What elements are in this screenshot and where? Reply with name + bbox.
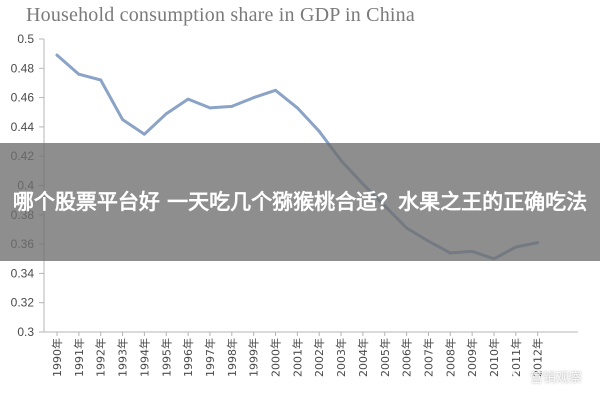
data-point xyxy=(274,88,277,92)
y-tick-label: 0.3 xyxy=(17,325,34,339)
y-tick-label: 0.48 xyxy=(11,61,35,75)
x-tick-label: 2005年 xyxy=(378,338,392,377)
y-tick-label: 0.32 xyxy=(11,296,35,310)
x-tick-label: 2012年 xyxy=(531,338,545,377)
data-point xyxy=(164,112,168,116)
x-tick-label: 2010年 xyxy=(487,338,501,377)
x-tick-label: 2009年 xyxy=(465,338,479,377)
data-point xyxy=(143,132,146,136)
x-tick-label: 2004年 xyxy=(356,338,370,377)
x-tick-label: 1990年 xyxy=(50,338,64,377)
x-tick-label: 2007年 xyxy=(421,338,435,377)
x-tick-label: 1996年 xyxy=(181,338,195,377)
y-tick-label: 0.5 xyxy=(17,32,34,46)
headline-text: 哪个股票平台好 一天吃几个猕猴桃合适？水果之王的正确吃法 xyxy=(12,189,588,214)
x-tick-label: 2008年 xyxy=(443,338,457,377)
data-point xyxy=(296,106,299,110)
watermark-text: 营销观察 xyxy=(529,371,582,386)
data-point xyxy=(77,72,81,76)
headline-banner: 哪个股票平台好 一天吃几个猕猴桃合适？水果之王的正确吃法 xyxy=(0,143,600,261)
x-tick-label: 1992年 xyxy=(94,338,108,377)
data-point xyxy=(55,53,59,57)
x-tick-label: 1991年 xyxy=(72,338,86,377)
x-tick-label: 1997年 xyxy=(203,338,217,377)
x-tick-label: 1998年 xyxy=(225,338,239,377)
y-tick-label: 0.44 xyxy=(11,120,35,134)
x-tick-label: 2011年 xyxy=(509,338,523,377)
x-tick-label: 1995年 xyxy=(159,338,173,377)
chart-title: Household consumption share in GDP in Ch… xyxy=(26,4,415,26)
x-tick-label: 2006年 xyxy=(400,338,414,377)
x-tick-label: 2003年 xyxy=(334,338,348,377)
watermark-logo-icon xyxy=(509,368,526,385)
x-tick-label: 2000年 xyxy=(269,338,283,377)
data-point xyxy=(186,97,190,101)
y-tick-label: 0.34 xyxy=(11,266,35,280)
data-point xyxy=(99,78,103,82)
x-tick-label: 1993年 xyxy=(116,338,130,377)
x-tick-label: 2002年 xyxy=(312,338,326,377)
x-tick-label: 1999年 xyxy=(247,338,261,377)
y-tick-label: 0.46 xyxy=(11,91,35,105)
data-point xyxy=(230,105,234,108)
data-point xyxy=(121,118,124,121)
x-tick-label: 1994年 xyxy=(137,338,151,377)
watermark: 营销观察 xyxy=(509,367,582,386)
data-point xyxy=(317,129,321,133)
data-point xyxy=(208,106,212,110)
x-tick-label: 2001年 xyxy=(290,338,304,377)
data-point xyxy=(252,96,256,99)
